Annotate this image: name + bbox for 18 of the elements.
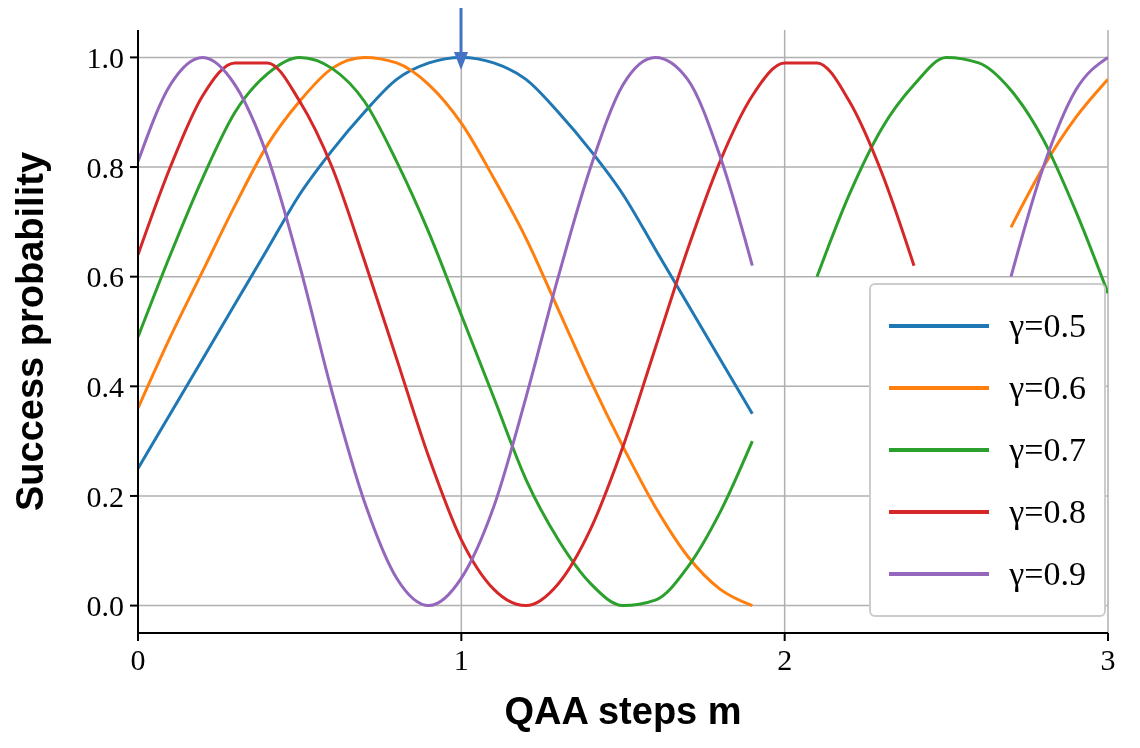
x-tick-label: 2 xyxy=(777,643,793,677)
legend-label: γ=0.9 xyxy=(1008,555,1086,593)
line-series xyxy=(138,61,916,608)
x-axis-title: QAA steps m xyxy=(504,690,742,732)
x-tick-label: 0 xyxy=(130,643,146,677)
y-tick-label: 0.2 xyxy=(86,479,124,513)
y-tick-label: 0.6 xyxy=(86,260,124,294)
y-tick-label: 0.8 xyxy=(86,150,124,184)
legend-label: γ=0.7 xyxy=(1008,431,1086,469)
y-tick-label: 0.4 xyxy=(86,369,124,403)
x-tick-label: 1 xyxy=(453,643,469,677)
x-tick-label: 3 xyxy=(1100,643,1116,677)
legend-label: γ=0.5 xyxy=(1008,307,1086,345)
y-tick-label: 0.0 xyxy=(86,589,124,623)
y-tick-label: 1.0 xyxy=(86,41,124,75)
y-axis-title: Success probability xyxy=(9,151,52,512)
legend-label: γ=0.6 xyxy=(1008,369,1086,407)
legend-label: γ=0.8 xyxy=(1008,493,1086,531)
